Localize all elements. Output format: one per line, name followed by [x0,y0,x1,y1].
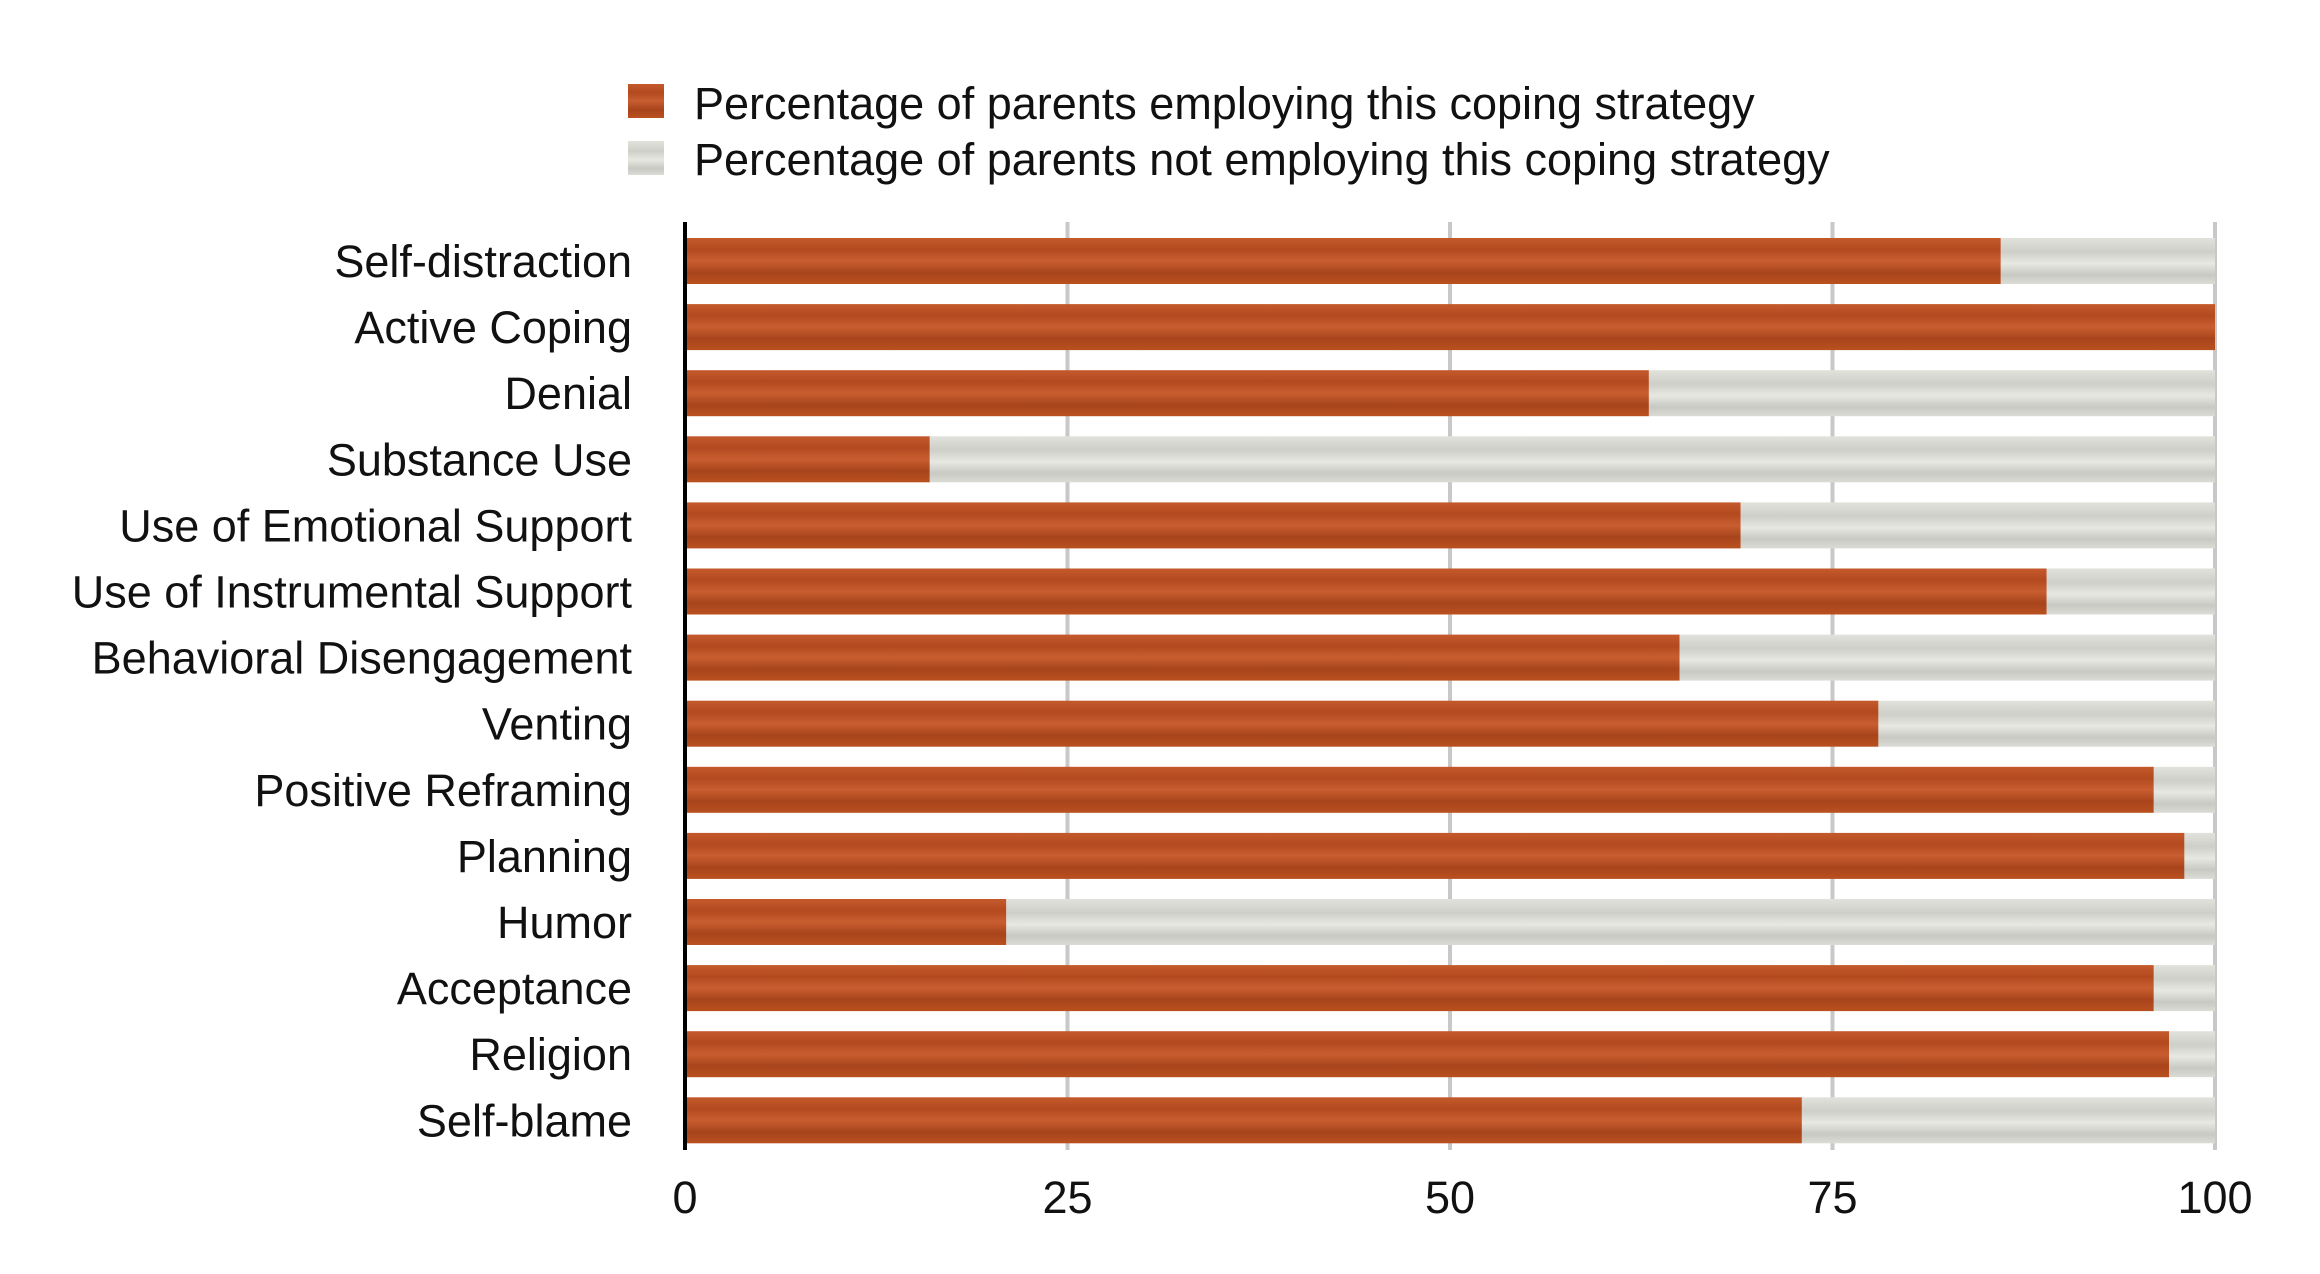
bar-employing-0 [685,238,2001,284]
bar-employing-11 [685,965,2154,1012]
bar-not-employing-10 [1006,899,2215,945]
bar-employing-9 [685,832,2185,879]
bar-employing-10 [685,899,1007,945]
bar-employing-4 [685,502,1741,549]
bar-employing-12 [685,1031,2170,1078]
bar-employing-3 [685,436,930,483]
x-tick-label: 0 [672,1172,697,1223]
bar-not-employing-3 [929,436,2215,483]
bar-employing-13 [685,1097,1802,1144]
bar-employing-8 [685,766,2154,813]
category-label: Humor [497,897,632,948]
category-label: Acceptance [397,963,632,1014]
category-labels: Self-distraction Active Coping Denial Subst… [72,236,633,1146]
category-label: Religion [469,1029,632,1080]
x-tick-labels: 0 25 50 75 100 [672,1172,2252,1223]
bar-employing-2 [685,370,1649,417]
bar-employing-1 [685,304,2215,351]
bar-not-employing-7 [1878,700,2215,747]
category-label: Venting [482,699,632,750]
legend-swatch-employing [628,84,664,118]
legend-label-not-employing: Percentage of parents not employing this… [694,134,1830,185]
bar-employing-6 [685,634,1680,681]
legend-label-employing: Percentage of parents employing this cop… [694,78,1755,129]
category-label: Denial [504,368,632,419]
legend-swatch-not-employing [628,141,664,175]
category-label: Substance Use [327,434,632,485]
bar-not-employing-2 [1648,370,2215,417]
category-label: Use of Instrumental Support [72,567,633,618]
x-tick-label: 25 [1042,1172,1092,1223]
legend: Percentage of parents employing this cop… [628,78,1830,185]
bar-employing-7 [685,700,1879,747]
category-label: Planning [457,831,632,882]
bar-not-employing-8 [2153,766,2215,813]
category-label: Positive Reframing [254,765,632,816]
bar-not-employing-4 [1740,502,2215,549]
category-label: Self-blame [417,1095,632,1146]
category-label: Use of Emotional Support [119,500,632,551]
bar-employing-5 [685,568,2047,615]
category-label: Self-distraction [334,236,632,287]
bar-not-employing-13 [1801,1097,2215,1144]
bars [685,238,2215,1144]
category-label: Active Coping [354,302,632,353]
bar-not-employing-0 [2000,238,2215,284]
x-tick-label: 100 [2177,1172,2252,1223]
bar-not-employing-9 [2184,832,2215,879]
bar-not-employing-6 [1679,634,2215,681]
x-tick-label: 75 [1807,1172,1857,1223]
x-tick-label: 50 [1425,1172,1475,1223]
bar-not-employing-12 [2169,1031,2215,1078]
bar-not-employing-11 [2153,965,2215,1012]
bar-not-employing-5 [2046,568,2215,615]
category-label: Behavioral Disengagement [92,633,633,684]
